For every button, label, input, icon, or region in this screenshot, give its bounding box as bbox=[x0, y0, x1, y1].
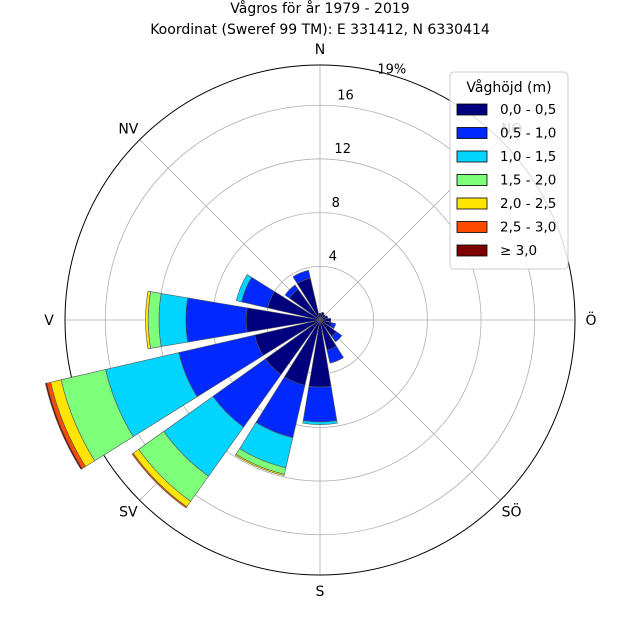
direction-label-NV: NV bbox=[118, 121, 138, 137]
legend: Våghöjd (m) 0,0 - 0,5 0,5 - 1,0 1,0 - 1,5 1… bbox=[449, 71, 569, 270]
legend-label: 1,0 - 1,5 bbox=[500, 149, 556, 165]
radial-max-label: 19% bbox=[377, 62, 406, 77]
direction-label-Ö: Ö bbox=[585, 311, 596, 329]
radial-tick-label: 4 bbox=[329, 249, 337, 264]
sector-bar-202.5-bin-4 bbox=[234, 453, 285, 476]
sector-bar-270-bin-1 bbox=[185, 297, 248, 343]
radial-tick-label: 8 bbox=[332, 196, 340, 211]
sector-bar-180-bin-2 bbox=[302, 420, 338, 425]
legend-items: 0,0 - 0,5 0,5 - 1,0 1,0 - 1,5 1,5 - 2,0 2,0 … bbox=[456, 102, 556, 259]
legend-label: ≥ 3,0 bbox=[500, 243, 537, 259]
direction-label-SÖ: SÖ bbox=[502, 503, 522, 521]
sector-bar-112.5-bin-1 bbox=[329, 322, 337, 329]
legend-swatch bbox=[456, 244, 488, 257]
legend-swatch bbox=[456, 197, 488, 210]
direction-label-N: N bbox=[315, 42, 325, 58]
sector-bar-315-bin-1 bbox=[284, 284, 299, 299]
legend-label: 0,0 - 0,5 bbox=[500, 102, 556, 118]
legend-swatch bbox=[456, 127, 488, 139]
legend-swatch bbox=[456, 150, 488, 163]
direction-label-V: V bbox=[44, 313, 54, 329]
sector-bar-135-bin-1 bbox=[331, 331, 343, 343]
chart-title: Vågros för år 1979 - 2019 bbox=[230, 0, 409, 17]
radial-tick-label: 12 bbox=[334, 142, 351, 157]
legend-frame bbox=[449, 71, 569, 270]
grid-spoke bbox=[319, 319, 501, 501]
sector-bar-157.5-bin-1 bbox=[326, 345, 344, 364]
chart-subtitle: Koordinat (Sweref 99 TM): E 331412, N 63… bbox=[150, 22, 490, 38]
polar-frame bbox=[64, 64, 576, 576]
sector-bar-247.5-bin-6 bbox=[45, 382, 83, 470]
sector-bars bbox=[45, 269, 344, 509]
legend-label: 1,5 - 2,0 bbox=[500, 173, 556, 189]
radial-ticks: 4 8 12 16 19% bbox=[329, 62, 406, 264]
direction-label-SV: SV bbox=[119, 505, 138, 521]
legend-swatch bbox=[456, 103, 488, 116]
direction-label-S: S bbox=[316, 584, 325, 600]
radial-tick-label: 16 bbox=[337, 89, 354, 104]
legend-label: 2,5 - 3,0 bbox=[500, 220, 556, 236]
legend-swatch bbox=[456, 174, 488, 186]
sector-bar-180-bin-1 bbox=[302, 385, 338, 423]
legend-title: Våghöjd (m) bbox=[466, 79, 551, 96]
legend-label: 0,5 - 1,0 bbox=[500, 126, 556, 142]
legend-label: 2,0 - 2,5 bbox=[500, 196, 556, 212]
sector-bar-270-bin-3 bbox=[147, 291, 162, 349]
sector-bar-270-bin-2 bbox=[158, 293, 188, 347]
sector-bar-337.5-bin-1 bbox=[292, 269, 311, 284]
sector-bar-292.5-bin-2 bbox=[235, 274, 253, 303]
sector-bar-225-bin-5 bbox=[131, 452, 188, 509]
sector-bar-270-bin-4 bbox=[145, 290, 151, 350]
legend-swatch bbox=[456, 221, 488, 233]
